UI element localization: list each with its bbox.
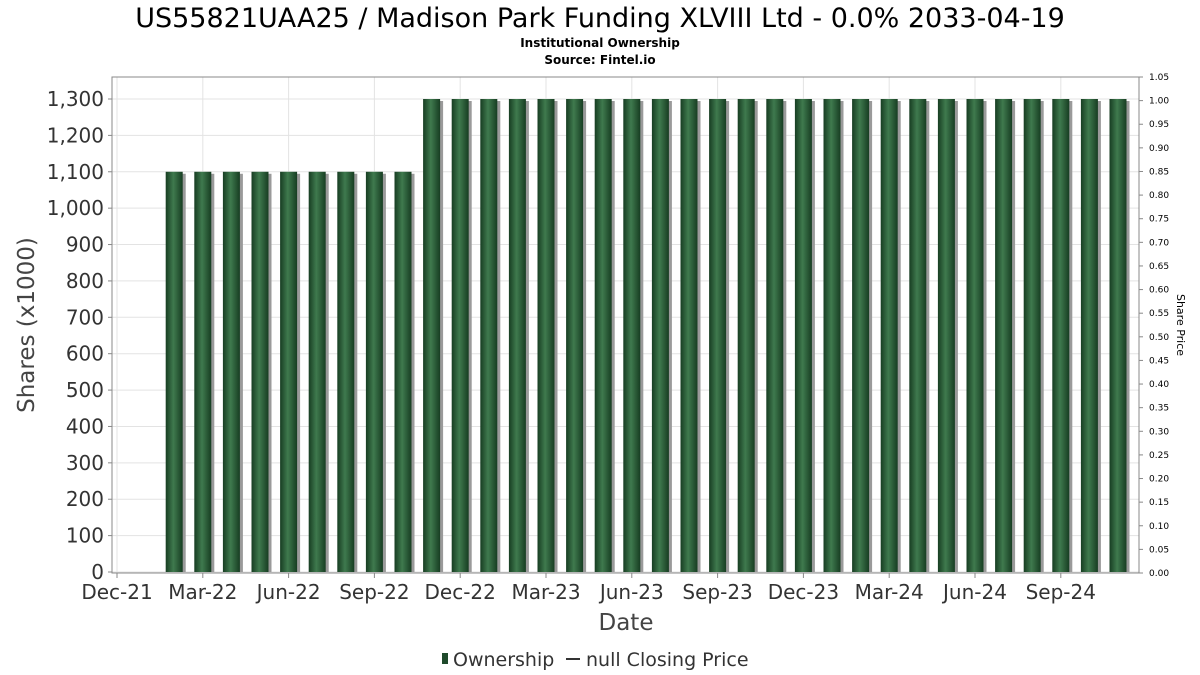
legend-ownership-swatch: [442, 653, 448, 664]
y-tick-label: 600: [66, 342, 104, 366]
x-tick-label: Sep-23: [682, 580, 752, 604]
bar-ownership: [1023, 99, 1041, 572]
bar-ownership: [709, 99, 727, 572]
x-tick-label: Mar-23: [511, 580, 580, 604]
y-tick-label: 1,200: [47, 123, 104, 147]
y2-tick-label: 0.25: [1149, 451, 1169, 461]
x-axis-ticks: Dec-21 Mar-22 Jun-22 Sep-22 Dec-22 Mar-23 Jun-…: [81, 573, 1096, 604]
bar-ownership: [680, 99, 698, 572]
y2-tick-label: 0.60: [1149, 286, 1169, 296]
bar-ownership: [737, 99, 755, 572]
y2-tick-label: 1.00: [1149, 97, 1169, 107]
y2-tick-label: 0.90: [1149, 144, 1169, 154]
bar-ownership: [308, 171, 326, 572]
plot-area-border: [111, 76, 1140, 574]
x-tick-label: Jun-23: [598, 580, 664, 604]
legend-ownership-label: Ownership: [453, 649, 554, 671]
y-tick-label: 1,100: [47, 160, 104, 184]
y-tick-label: 1,000: [47, 196, 104, 220]
legend: Ownership null Closing Price: [442, 649, 749, 671]
y2-tick-label: 0.85: [1149, 167, 1169, 177]
y2-tick-label: 0.10: [1149, 522, 1169, 532]
bar-ownership: [880, 99, 898, 572]
bar-ownership: [594, 99, 612, 572]
bar-ownership: [423, 99, 441, 572]
bar-ownership: [451, 99, 469, 572]
y-tick-label: 500: [66, 378, 104, 402]
bar-ownership: [623, 99, 641, 572]
y2-tick-label: 0.30: [1149, 427, 1169, 437]
y-tick-label: 200: [66, 487, 104, 511]
y2-tick-label: 0.05: [1149, 545, 1169, 555]
bar-ownership: [508, 99, 526, 572]
y-tick-label: 300: [66, 451, 104, 475]
x-tick-label: Sep-22: [339, 580, 409, 604]
chart-subtitle: Institutional Ownership: [520, 36, 680, 50]
bar-ownership: [1052, 99, 1070, 572]
bar-ownership: [251, 171, 269, 572]
x-axis-label: Date: [599, 610, 654, 636]
secondary-y-axis-ticks: 0.00 0.05 0.10 0.15 0.20 0.25 0.30 0.35 0.40 0.45…: [1139, 73, 1169, 579]
bar-ownership: [995, 99, 1013, 572]
x-tick-label: Dec-23: [768, 580, 839, 604]
bar-ownership: [222, 171, 240, 572]
bar-ownership: [394, 171, 412, 572]
bar-ownership: [794, 99, 812, 572]
x-tick-label: Dec-22: [425, 580, 496, 604]
x-tick-label: Sep-24: [1026, 580, 1096, 604]
y-tick-label: 700: [66, 305, 104, 329]
y2-tick-label: 0.80: [1149, 191, 1169, 201]
y2-tick-label: 0.70: [1149, 238, 1169, 248]
x-tick-label: Mar-24: [855, 580, 924, 604]
y2-tick-label: 0.20: [1149, 475, 1169, 485]
y-tick-label: 1,300: [47, 87, 104, 111]
y2-tick-label: 1.05: [1149, 73, 1169, 83]
bar-ownership: [766, 99, 784, 572]
bar-ownership: [480, 99, 498, 572]
y2-tick-label: 0.00: [1149, 569, 1169, 579]
y-tick-label: 100: [66, 524, 104, 548]
y-tick-label: 400: [66, 414, 104, 438]
x-tick-label: Jun-24: [941, 580, 1007, 604]
bar-ownership: [909, 99, 927, 572]
chart-title: US55821UAA25 / Madison Park Funding XLVI…: [135, 3, 1065, 34]
bar-ownership: [1109, 99, 1127, 572]
chart-source: Source: Fintel.io: [544, 53, 655, 67]
y2-tick-label: 0.95: [1149, 120, 1169, 130]
bar-ownership: [365, 171, 383, 572]
x-tick-label: Jun-22: [255, 580, 321, 604]
y2-tick-label: 0.55: [1149, 309, 1169, 319]
y2-tick-label: 0.65: [1149, 262, 1169, 272]
bar-ownership: [1080, 99, 1098, 572]
y2-tick-label: 0.15: [1149, 498, 1169, 508]
bar-ownership: [165, 171, 183, 572]
bar-ownership: [537, 99, 555, 572]
y2-tick-label: 0.50: [1149, 333, 1169, 343]
bar-ownership: [852, 99, 870, 572]
bar-ownership: [823, 99, 841, 572]
y-axis-ticks: 0 100 200 300 400 500 600 700 800 900 1,000 1,100 1,…: [47, 87, 112, 584]
legend-price-label: null Closing Price: [586, 649, 749, 671]
y-tick-label: 0: [91, 560, 104, 584]
y-tick-label: 800: [66, 269, 104, 293]
y2-tick-label: 0.40: [1149, 380, 1169, 390]
bar-ownership: [194, 171, 212, 572]
secondary-y-axis-label: Share Price: [1174, 294, 1187, 356]
y-axis-label: Shares (x1000): [14, 237, 40, 413]
bar-ownership: [337, 171, 355, 572]
y2-tick-label: 0.45: [1149, 356, 1169, 366]
x-tick-label: Dec-21: [81, 580, 152, 604]
bar-ownership: [280, 171, 298, 572]
y2-tick-label: 0.35: [1149, 404, 1169, 414]
x-tick-label: Mar-22: [168, 580, 237, 604]
bar-ownership: [651, 99, 669, 572]
bar-series-ownership: [165, 99, 1130, 572]
y-tick-label: 900: [66, 233, 104, 257]
bar-ownership: [937, 99, 955, 572]
y2-tick-label: 0.75: [1149, 215, 1169, 225]
bar-ownership: [566, 99, 584, 572]
bar-ownership: [966, 99, 984, 572]
